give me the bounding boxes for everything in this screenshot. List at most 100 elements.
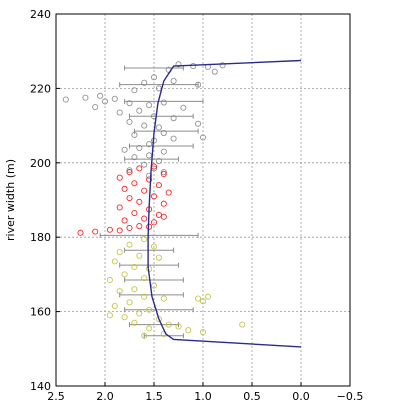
y-axis-label: river width (m) — [4, 159, 17, 241]
data-point-series-2 — [150, 193, 158, 200]
data-point-series-3 — [111, 258, 118, 265]
data-point-series-3 — [136, 252, 143, 259]
data-point-series-3 — [199, 298, 207, 305]
x-tick-label: 1.0 — [194, 390, 212, 403]
data-point-series-1 — [155, 157, 162, 164]
data-point-series-1 — [150, 74, 158, 81]
data-point-series-3 — [165, 321, 172, 328]
x-tick-label: 2.5 — [47, 390, 65, 403]
y-tick-label: 220 — [30, 82, 51, 95]
data-point-series-3 — [141, 293, 148, 300]
data-point-series-1 — [155, 124, 162, 131]
data-point-series-2 — [131, 180, 138, 187]
data-point-series-3 — [160, 295, 167, 302]
data-point-series-2 — [126, 224, 133, 231]
data-point-series-1 — [131, 131, 138, 138]
data-point-series-3 — [146, 325, 153, 332]
model-curve — [147, 59, 302, 348]
data-point-series-2 — [77, 229, 84, 236]
data-point-series-2 — [141, 215, 148, 222]
data-point-series-1 — [126, 118, 133, 125]
axis-ticks: 2.5 2.0 1.5 1.0 0.5 0.0 −0.5 140 160 180 200 220 240 — [30, 8, 363, 403]
data-point-series-1 — [190, 63, 197, 70]
data-point-series-3 — [150, 282, 158, 289]
data-point-series-1 — [175, 61, 182, 68]
data-point-series-2 — [160, 213, 167, 220]
data-point-series-2 — [160, 170, 167, 178]
data-point-series-3 — [175, 323, 182, 330]
data-point-series-3 — [121, 314, 128, 321]
data-point-series-1 — [136, 144, 143, 151]
data-point-series-1 — [131, 87, 138, 94]
data-point-series-3 — [106, 276, 113, 284]
data-point-series-3 — [126, 299, 133, 306]
data-point-series-1 — [160, 148, 167, 155]
data-point-series-1 — [126, 100, 133, 107]
data-point-series-1 — [116, 109, 123, 116]
data-point-series-3 — [126, 241, 133, 248]
data-point-series-2 — [116, 174, 123, 181]
data-point-series-1 — [195, 81, 202, 88]
data-point-series-1 — [146, 152, 153, 159]
data-point-series-2 — [121, 217, 128, 224]
data-point-series-1 — [160, 169, 167, 176]
data-point-series-1 — [97, 92, 104, 99]
data-point-series-2 — [150, 219, 158, 226]
data-point-series-1 — [146, 102, 153, 109]
data-point-series-1 — [82, 94, 89, 101]
data-point-series-1 — [170, 135, 177, 142]
data-point-series-3 — [185, 327, 192, 334]
data-point-series-1 — [141, 161, 148, 168]
data-point-series-2 — [116, 204, 123, 211]
data-point-series-1 — [141, 122, 148, 129]
data-point-series-2 — [136, 165, 143, 172]
data-point-series-2 — [126, 169, 133, 176]
data-point-series-3 — [116, 249, 123, 256]
data-point-series-1 — [160, 99, 167, 106]
data-point-series-3 — [155, 315, 162, 323]
y-tick-label: 160 — [30, 306, 51, 319]
data-point-series-2 — [126, 195, 133, 202]
data-point-series-3 — [131, 286, 138, 293]
data-point-series-2 — [136, 198, 143, 205]
data-point-series-2 — [165, 189, 172, 196]
data-point-series-1 — [146, 141, 153, 148]
y-tick-label: 140 — [30, 380, 51, 393]
x-tick-label: 2.0 — [96, 390, 114, 403]
x-tick-label: 0.0 — [292, 390, 310, 403]
data-point-series-1 — [62, 96, 69, 103]
data-point-series-3 — [141, 332, 148, 339]
grid — [56, 14, 350, 386]
curve-line — [147, 59, 302, 348]
data-point-series-1 — [131, 154, 138, 161]
data-point-series-1 — [199, 134, 207, 141]
data-point-series-3 — [121, 271, 128, 278]
data-point-series-1 — [92, 103, 99, 111]
data-point-series-3 — [131, 263, 138, 271]
data-point-series-1 — [219, 62, 226, 69]
data-point-series-3 — [141, 275, 148, 282]
data-point-series-2 — [155, 182, 162, 189]
y-tick-label: 240 — [30, 8, 51, 21]
data-point-series-2 — [116, 227, 123, 234]
data-point-series-3 — [131, 319, 138, 326]
data-point-series-3 — [136, 310, 143, 317]
data-point-series-1 — [146, 172, 153, 179]
data-point-series-3 — [106, 312, 113, 319]
error-bars — [99, 65, 204, 339]
data-point-series-2 — [92, 228, 99, 235]
data-point-series-1 — [111, 95, 118, 102]
x-tick-label: −0.5 — [337, 390, 364, 403]
data-point-series-1 — [121, 146, 128, 153]
y-tick-label: 180 — [30, 231, 51, 244]
data-point-series-3 — [239, 321, 246, 328]
data-point-series-1 — [136, 107, 143, 114]
data-point-series-3 — [116, 288, 123, 295]
data-point-series-3 — [195, 295, 202, 302]
data-point-series-3 — [141, 236, 148, 243]
data-point-series-1 — [126, 167, 133, 174]
data-point-series-1 — [141, 79, 148, 86]
data-point-series-3 — [150, 243, 158, 250]
data-point-series-2 — [141, 187, 148, 194]
data-point-series-2 — [106, 226, 113, 233]
